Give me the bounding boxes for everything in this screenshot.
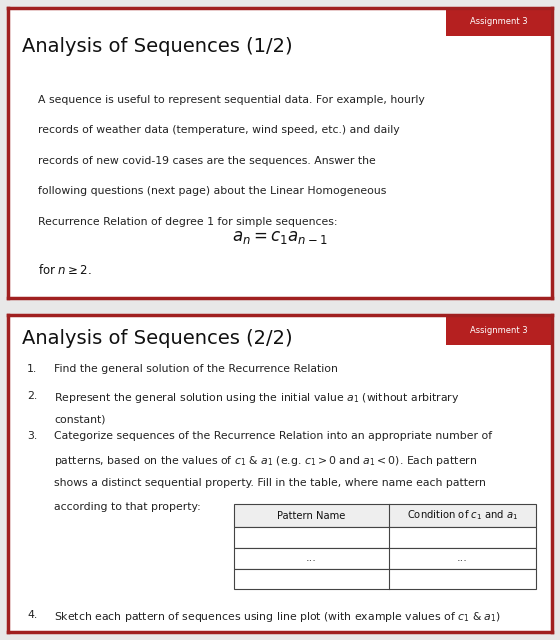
Bar [446, 315, 552, 345]
Text: Assignment 3: Assignment 3 [470, 17, 528, 26]
Text: patterns, based on the values of $c_1$ & $a_1$ (e.g. $c_1 > 0$ and $a_1 < 0$). E: patterns, based on the values of $c_1$ &… [54, 454, 478, 468]
Text: Condition of $c_1$ and $a_1$: Condition of $c_1$ and $a_1$ [407, 509, 518, 522]
Text: Sketch each pattern of sequences using line plot (with example values of $c_1$ &: Sketch each pattern of sequences using l… [54, 610, 501, 624]
Text: ...: ... [457, 554, 468, 563]
Text: Categorize sequences of the Recurrence Relation into an appropriate number of: Categorize sequences of the Recurrence R… [54, 431, 492, 441]
Text: Find the general solution of the Recurrence Relation: Find the general solution of the Recurre… [54, 364, 338, 374]
Text: A sequence is useful to represent sequential data. For example, hourly: A sequence is useful to represent sequen… [38, 95, 424, 105]
Bar [234, 548, 536, 568]
Text: ...: ... [306, 554, 317, 563]
Bar [234, 527, 536, 548]
Text: constant): constant) [54, 415, 106, 425]
Text: for $n \geq 2$.: for $n \geq 2$. [38, 263, 92, 277]
Text: $a_n = c_1a_{n-1}$: $a_n = c_1a_{n-1}$ [232, 228, 328, 246]
Text: according to that property:: according to that property: [54, 502, 201, 512]
Text: records of new covid-19 cases are the sequences. Answer the: records of new covid-19 cases are the se… [38, 156, 376, 166]
Text: Analysis of Sequences (1/2): Analysis of Sequences (1/2) [22, 37, 292, 56]
Text: Recurrence Relation of degree 1 for simple sequences:: Recurrence Relation of degree 1 for simp… [38, 217, 338, 227]
Text: 4.: 4. [27, 610, 38, 620]
Text: 3.: 3. [27, 431, 38, 441]
Text: Represent the general solution using the initial value $a_1$ (without arbitrary: Represent the general solution using the… [54, 391, 460, 405]
Text: records of weather data (temperature, wind speed, etc.) and daily: records of weather data (temperature, wi… [38, 125, 399, 136]
Text: shows a distinct sequential property. Fill in the table, where name each pattern: shows a distinct sequential property. Fi… [54, 478, 486, 488]
Bar [234, 504, 536, 527]
Text: 2.: 2. [27, 391, 38, 401]
Text: Assignment 3: Assignment 3 [470, 326, 528, 335]
Text: 1.: 1. [27, 364, 38, 374]
Bar [446, 8, 552, 36]
Text: Pattern Name: Pattern Name [277, 511, 346, 520]
Text: Analysis of Sequences (2/2): Analysis of Sequences (2/2) [22, 329, 292, 348]
Bar [234, 568, 536, 589]
Text: following questions (next page) about the Linear Homogeneous: following questions (next page) about th… [38, 186, 386, 196]
